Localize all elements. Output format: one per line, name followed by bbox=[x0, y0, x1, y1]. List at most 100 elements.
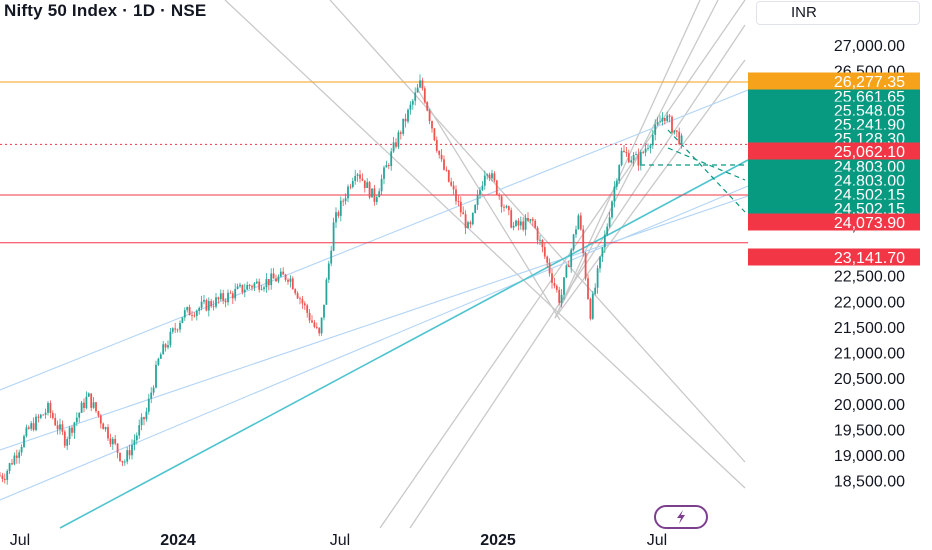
candle-body bbox=[378, 191, 381, 198]
candle-body bbox=[603, 234, 606, 248]
candle-body bbox=[183, 310, 186, 318]
candle-body bbox=[414, 92, 417, 101]
channel-line bbox=[0, 89, 749, 391]
candle-body bbox=[179, 322, 181, 330]
gann-line bbox=[417, 89, 561, 321]
candle-body bbox=[450, 181, 453, 186]
candle-body bbox=[73, 422, 76, 433]
candle-body bbox=[627, 153, 630, 163]
channel-line bbox=[0, 195, 749, 451]
candle-body bbox=[114, 438, 117, 444]
candle-body bbox=[404, 118, 407, 122]
candle-body bbox=[92, 402, 95, 408]
candle-body bbox=[354, 175, 357, 181]
candle-body bbox=[635, 154, 637, 155]
candle-body bbox=[171, 328, 174, 332]
candle-body bbox=[435, 140, 438, 151]
price-tick-label: 21,500.00 bbox=[834, 320, 905, 337]
candle-body bbox=[613, 186, 616, 202]
gann-line bbox=[409, 24, 746, 529]
support-level-badge bbox=[748, 142, 920, 160]
candle-body bbox=[308, 312, 311, 321]
candle-body bbox=[539, 239, 541, 241]
candle-body bbox=[188, 307, 191, 316]
candle-body bbox=[517, 220, 520, 226]
candle-body bbox=[510, 210, 513, 228]
candle-body bbox=[469, 222, 472, 225]
candle-body bbox=[332, 222, 335, 251]
candle-body bbox=[147, 398, 150, 412]
candle-body bbox=[119, 452, 121, 461]
candle-body bbox=[23, 436, 25, 447]
candle-body bbox=[181, 317, 184, 323]
forecast-line bbox=[667, 147, 746, 181]
tradingview-logo bbox=[654, 505, 708, 529]
candle-body bbox=[152, 387, 155, 393]
candle-body bbox=[104, 427, 107, 430]
candle-body bbox=[366, 182, 369, 188]
candle-body bbox=[203, 299, 205, 302]
time-tick-label: Jul bbox=[330, 532, 350, 549]
candle-body bbox=[251, 286, 253, 288]
candle-body bbox=[416, 87, 419, 93]
chart-title: Nifty 50 Index · 1D · NSE bbox=[4, 1, 207, 20]
candle-body bbox=[474, 204, 477, 213]
price-tick-label: 22,000.00 bbox=[834, 294, 905, 311]
candle-body bbox=[56, 425, 59, 430]
candle-body bbox=[390, 151, 393, 166]
candle-body bbox=[236, 286, 239, 290]
candle-body bbox=[493, 173, 496, 181]
candle-body bbox=[531, 219, 534, 221]
candle-body bbox=[486, 174, 489, 176]
candle-body bbox=[253, 283, 256, 288]
candle-body bbox=[675, 130, 678, 132]
candle-body bbox=[68, 427, 71, 440]
candle-body bbox=[373, 188, 376, 202]
price-tick-label: 19,500.00 bbox=[834, 422, 905, 439]
candle-body bbox=[536, 227, 539, 241]
candle-body bbox=[287, 279, 289, 282]
candle-body bbox=[553, 282, 556, 286]
candle-body bbox=[555, 285, 558, 290]
price-tick-label: 20,500.00 bbox=[834, 371, 905, 388]
candle-body bbox=[279, 271, 282, 277]
candle-body bbox=[25, 427, 28, 437]
candle-body bbox=[150, 392, 153, 399]
candle-body bbox=[462, 212, 465, 215]
candle-body bbox=[567, 265, 570, 267]
candle-body bbox=[560, 294, 563, 303]
candle-body bbox=[27, 427, 30, 429]
candle-body bbox=[59, 424, 61, 430]
candle-body bbox=[608, 217, 611, 227]
price-axis[interactable]: 27,000.0026,500.0023,500.0022,500.0022,0… bbox=[834, 38, 905, 491]
candle-body bbox=[680, 135, 683, 145]
candle-body bbox=[476, 194, 479, 205]
candle-body bbox=[546, 256, 549, 263]
candle-body bbox=[455, 189, 457, 202]
candle-body bbox=[447, 170, 450, 182]
drawing-layer bbox=[0, 0, 749, 529]
candle-body bbox=[217, 297, 220, 300]
high-level-badge bbox=[748, 72, 920, 90]
time-axis[interactable]: Jul 2024 Jul 2025 Jul bbox=[10, 532, 667, 549]
teal-price-badge bbox=[748, 171, 920, 189]
candle-body bbox=[668, 115, 671, 117]
candle-body bbox=[207, 301, 210, 311]
candle-body bbox=[294, 289, 297, 294]
candle-body bbox=[411, 100, 414, 105]
candle-body bbox=[145, 411, 148, 420]
candle-body bbox=[491, 173, 493, 179]
currency-selector[interactable]: INR bbox=[756, 1, 920, 25]
candle-body bbox=[61, 424, 64, 432]
candle-body bbox=[44, 412, 47, 415]
teal-price-badge bbox=[748, 87, 920, 105]
candle-body bbox=[143, 417, 145, 420]
candle-body bbox=[42, 414, 45, 416]
candle-body bbox=[656, 121, 659, 125]
gann-line bbox=[224, 0, 746, 489]
candle-body bbox=[20, 446, 23, 453]
candle-body bbox=[159, 354, 162, 359]
teal-price-badge bbox=[748, 185, 920, 203]
candle-body bbox=[37, 416, 40, 418]
